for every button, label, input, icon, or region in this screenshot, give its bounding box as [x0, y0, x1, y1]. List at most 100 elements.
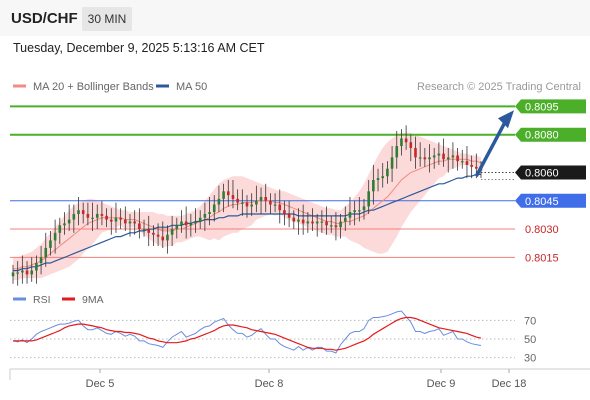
- rsi-legend-label-0: RSI: [33, 294, 51, 306]
- candle-body: [390, 157, 394, 169]
- candle-body: [414, 147, 417, 158]
- candle-body: [184, 221, 188, 226]
- candle-body: [451, 155, 455, 158]
- candle-body: [156, 234, 160, 237]
- candle-body: [404, 138, 408, 143]
- candle-body: [124, 219, 127, 224]
- level-label-5: 0.8015: [525, 252, 559, 264]
- candle-body: [95, 213, 99, 218]
- candle-body: [362, 206, 366, 211]
- candle-body: [264, 196, 268, 201]
- candle-body: [128, 221, 132, 224]
- candle-body: [241, 202, 244, 204]
- candle-body: [39, 257, 43, 264]
- candle-body: [100, 213, 104, 216]
- candle-body: [198, 217, 202, 222]
- candle-body: [297, 219, 300, 222]
- candle-body: [446, 157, 450, 160]
- candle-body: [217, 198, 221, 205]
- credit-label: Research © 2025 Trading Central: [417, 81, 581, 93]
- candle-body: [21, 270, 24, 273]
- rsi-line: [12, 310, 482, 354]
- x-tick-label-0: Dec 5: [86, 378, 115, 390]
- candle-body: [465, 161, 469, 165]
- candle-body: [278, 204, 282, 211]
- candle-body: [320, 221, 324, 223]
- candle-body: [91, 217, 94, 219]
- candle-body: [255, 200, 258, 205]
- candle-body: [329, 225, 333, 227]
- level-box-0: [515, 99, 586, 114]
- level-label-4: 0.8030: [525, 224, 559, 236]
- level-label-2: 0.8060: [525, 167, 559, 179]
- candle-body: [409, 142, 413, 148]
- candle-body: [86, 213, 90, 218]
- level-label-0: 0.8095: [525, 101, 559, 113]
- candle-body: [44, 247, 48, 258]
- candle-body: [292, 217, 296, 222]
- candle-body: [400, 138, 403, 147]
- rsi-tick-0: 70: [524, 315, 536, 327]
- candle-body: [11, 272, 15, 277]
- candle-body: [432, 155, 436, 158]
- candle-body: [475, 166, 478, 169]
- candle-body: [259, 196, 263, 201]
- candle-body: [152, 232, 155, 235]
- candle-body: [250, 204, 253, 207]
- candle-body: [353, 210, 356, 213]
- candle-body: [301, 219, 305, 224]
- candle-body: [170, 229, 174, 235]
- candle-body: [437, 153, 441, 156]
- candle-body: [147, 229, 151, 233]
- candle-body: [138, 223, 141, 230]
- candle-body: [306, 221, 310, 224]
- candle-body: [175, 225, 179, 230]
- rsi-legend-label-1: 9MA: [82, 294, 104, 306]
- rsi-ma9-line: [13, 316, 482, 351]
- candle-body: [386, 168, 389, 177]
- candle-body: [381, 176, 385, 179]
- candle-body: [315, 221, 319, 224]
- candle-body: [35, 263, 38, 271]
- candle-body: [343, 217, 347, 222]
- candle-body: [456, 155, 459, 162]
- candle-body: [212, 204, 216, 213]
- legend-label-0: MA 20 + Bollinger Bands: [33, 81, 154, 93]
- candle-body: [245, 202, 249, 207]
- header-bar: USD/CHF 30 MIN: [0, 0, 590, 36]
- datetime-label: Tuesday, December 9, 2025 5:13:16 AM CET: [13, 41, 265, 55]
- candle-body: [189, 223, 193, 226]
- projection-arrow-head: [498, 110, 514, 129]
- level-box-2: [515, 165, 586, 180]
- candle-body: [367, 191, 370, 207]
- candle-body: [208, 212, 211, 214]
- candle-body: [180, 221, 183, 226]
- candle-body: [119, 217, 122, 220]
- candle-body: [16, 272, 19, 274]
- candle-body: [114, 217, 118, 222]
- candle-body: [348, 212, 352, 218]
- candle-body: [269, 200, 272, 205]
- candle-body: [53, 232, 57, 241]
- projection-arrow-line: [474, 121, 507, 178]
- candle-body: [325, 221, 328, 226]
- candle-body: [81, 210, 85, 214]
- candle-body: [133, 221, 136, 224]
- candle-body: [194, 221, 197, 224]
- candle-body: [161, 236, 165, 241]
- level-box-3: [515, 193, 586, 208]
- candle-body: [30, 270, 34, 275]
- candle-body: [203, 213, 207, 218]
- candle-body: [67, 219, 71, 224]
- level-label-1: 0.8080: [525, 130, 559, 142]
- level-label-3: 0.8045: [525, 196, 559, 208]
- candle-body: [49, 240, 52, 248]
- candle-body: [72, 213, 76, 220]
- candle-body: [311, 221, 314, 224]
- candle-body: [460, 161, 464, 163]
- timeframe-button[interactable]: 30 MIN: [82, 7, 132, 31]
- candle-body: [25, 270, 29, 275]
- candle-body: [77, 210, 80, 214]
- candle-body: [358, 210, 361, 212]
